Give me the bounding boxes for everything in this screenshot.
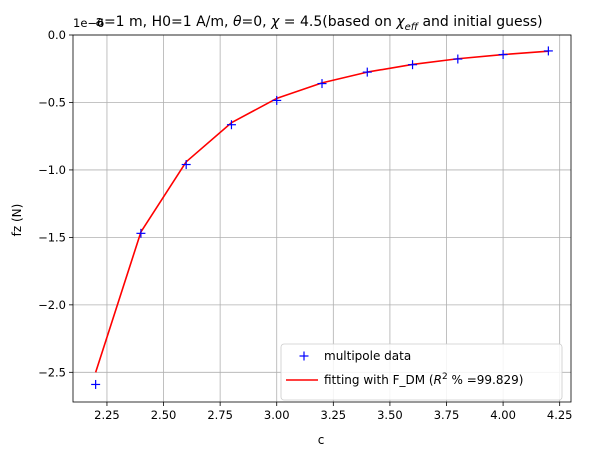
ticks: 2.25 2.50 2.75 3.00 3.25 3.50 3.75 4.00 4.25 0.0 −… <box>38 28 572 422</box>
title-chi-eff-symbol: χ <box>395 14 405 30</box>
x-tick-label: 3.00 <box>264 408 290 422</box>
x-tick-label: 2.75 <box>207 408 233 422</box>
title-chi-symbol: χ <box>270 14 280 30</box>
legend-item-multipole: multipole data <box>299 349 411 363</box>
data-point-marker <box>317 79 327 89</box>
data-point-marker <box>543 46 553 56</box>
x-tick-label: 2.50 <box>151 408 177 422</box>
title-theta-rest: =0, <box>242 14 272 30</box>
chart-title: a=1 m, H0=1 A/m, θ=0, χ = 4.5(based on χ… <box>95 14 542 33</box>
data-point-marker <box>453 54 463 64</box>
x-tick-label: 2.25 <box>94 408 120 422</box>
data-point-marker <box>91 379 101 389</box>
x-tick-label: 3.75 <box>434 408 460 422</box>
data-point-marker <box>226 120 236 130</box>
data-point-marker <box>498 50 508 60</box>
title-theta-symbol: θ <box>233 14 242 30</box>
title-suffix: and initial guess) <box>418 14 543 30</box>
title-chi-rest: = 4.5(based on <box>279 14 396 30</box>
y-tick-label: −1.0 <box>38 163 66 177</box>
x-axis-label: c <box>318 433 325 447</box>
legend-label-multipole: multipole data <box>324 349 411 363</box>
y-tick-label: −2.5 <box>38 365 66 379</box>
series-layer <box>91 46 553 389</box>
y-tick-label: −1.5 <box>38 230 66 244</box>
y-offset-text: 1e−6 <box>73 16 104 30</box>
legend-item-fit: fitting with F_DM (R2 % =99.829) <box>286 372 523 387</box>
legend: multipole data fitting with F_DM (R2 % =… <box>280 343 563 401</box>
x-tick-label: 4.25 <box>547 408 573 422</box>
x-tick-label: 3.25 <box>321 408 347 422</box>
plot-frame <box>72 34 572 403</box>
legend-fit-prefix: fitting with F_DM ( <box>324 373 434 387</box>
grid <box>73 34 571 402</box>
data-point-marker <box>408 60 418 70</box>
data-point-marker <box>136 228 146 238</box>
data-point-marker <box>362 67 372 77</box>
y-tick-label: −2.0 <box>38 298 66 312</box>
y-tick-label: −0.5 <box>38 95 66 109</box>
data-point-marker <box>272 95 282 105</box>
legend-fit-suffix: % =99.829) <box>448 373 524 387</box>
title-chi-eff-subscript: eff <box>405 22 420 33</box>
legend-box <box>280 343 563 401</box>
y-axis-label: fz (N) <box>10 204 24 237</box>
y-tick-label: 0.0 <box>48 28 66 42</box>
legend-marker-plus-icon <box>299 351 309 361</box>
x-tick-label: 3.50 <box>377 408 403 422</box>
title-prefix: a=1 m, H0=1 A/m, <box>95 14 233 30</box>
legend-label-fit: fitting with F_DM (R2 % =99.829) <box>324 372 523 387</box>
legend-fit-sup: 2 <box>442 372 448 382</box>
data-point-marker <box>181 160 191 170</box>
legend-fit-r: R <box>434 373 442 387</box>
x-tick-label: 4.00 <box>490 408 516 422</box>
